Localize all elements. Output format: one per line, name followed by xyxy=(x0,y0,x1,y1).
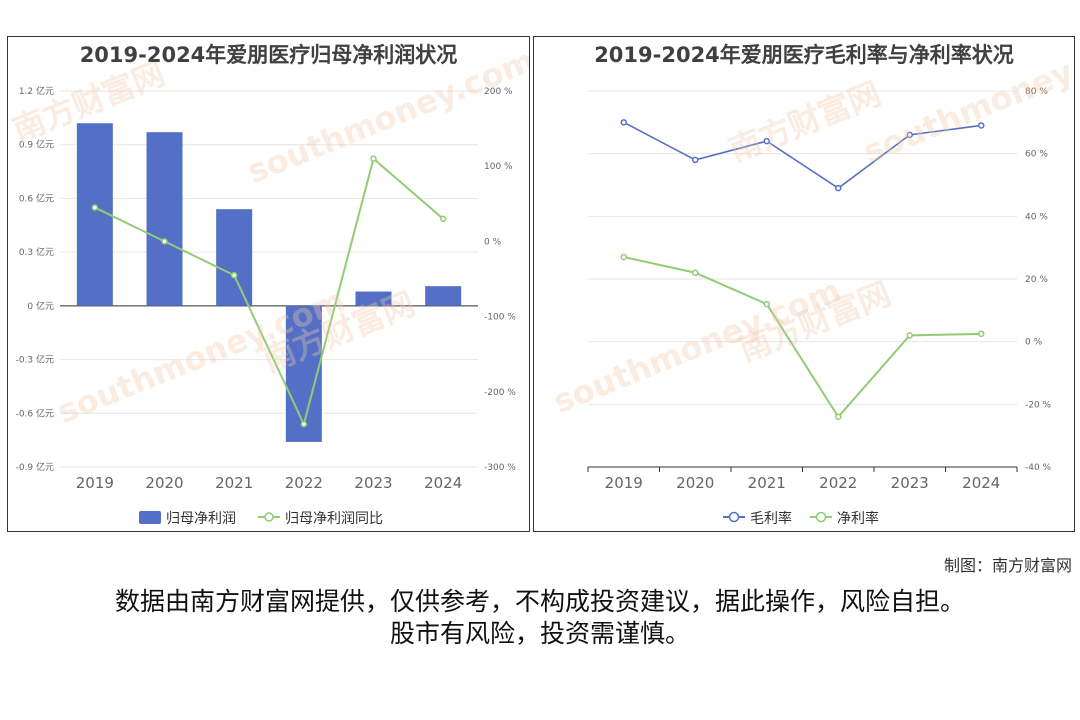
net-margin-point xyxy=(978,330,985,338)
x-axis-tick-label: 2020 xyxy=(676,474,714,492)
gross-margin-point xyxy=(906,131,913,139)
left-axis-tick-label: 0 亿元 xyxy=(27,300,54,312)
chart-credit: 制图：南方财富网 xyxy=(943,556,1072,575)
bar xyxy=(355,291,392,306)
right-chart-panel: 南方财富网 southmoney.com southmoney.com 南方财富… xyxy=(533,36,1075,532)
net-margin-line xyxy=(623,256,982,419)
net-margin-point xyxy=(692,269,699,276)
right-axis-tick-label: 80 % xyxy=(1025,87,1048,97)
left-axis-tick-label: 0.9 亿元 xyxy=(19,139,54,151)
yoy-point xyxy=(300,420,308,428)
bar xyxy=(146,132,183,306)
x-axis-tick-label: 2019 xyxy=(76,474,114,492)
right-axis-tick-label: 20 % xyxy=(1025,275,1048,285)
right-axis-tick-label: -20 % xyxy=(1025,400,1052,410)
x-axis-tick-label: 2023 xyxy=(354,474,392,492)
disclaimer-line-2: 股市有风险，投资需谨慎。 xyxy=(389,619,690,648)
right-axis-tick-label: 60 % xyxy=(1025,150,1048,160)
legend-label: 净利率 xyxy=(837,510,879,527)
yoy-point xyxy=(439,215,447,223)
x-axis-tick-label: 2021 xyxy=(748,474,786,492)
x-axis-tick-label: 2023 xyxy=(891,474,929,492)
x-axis-tick-label: 2021 xyxy=(215,474,253,492)
yoy-point xyxy=(91,204,99,211)
left-axis-tick-label: 1.2 亿元 xyxy=(19,85,54,97)
left-chart-svg: 1.2 亿元 0.9 亿元 0.6 亿元 0.3 亿元 0 亿元 -0.3 亿元 -0.6 … xyxy=(16,85,517,527)
x-axis-tick-label: 2020 xyxy=(145,474,183,492)
net-margin-point xyxy=(906,332,913,339)
gross-margin-point xyxy=(835,184,842,192)
left-chart-title: 2019-2024年爱朋医疗归母净利润状况 xyxy=(79,43,458,67)
x-axis-tick-label: 2019 xyxy=(605,474,643,492)
legend-line-marker xyxy=(728,511,740,523)
legend-bar-swatch xyxy=(139,511,161,524)
right-chart-svg: 80 % 60 % 40 % 20 % 0 % -20 % -40 % 2019 2020 202… xyxy=(587,87,1052,527)
gross-margin-point xyxy=(692,156,699,164)
right-axis-tick-label: -300 % xyxy=(484,463,516,473)
left-axis-tick-label: -0.9 亿元 xyxy=(16,461,54,473)
x-axis-tick-label: 2022 xyxy=(285,474,323,492)
gross-margin-point xyxy=(978,122,985,129)
bar xyxy=(285,305,322,442)
gross-margin-point xyxy=(763,137,770,145)
right-axis-tick-label: 0 % xyxy=(1025,338,1043,348)
disclaimer-line-1: 数据由南方财富网提供，仅供参考，不构成投资建议，据此操作，风险自担。 xyxy=(114,587,965,616)
left-axis-tick-label: 0.6 亿元 xyxy=(19,192,54,204)
right-axis-tick-label: 40 % xyxy=(1025,212,1048,222)
gross-margin-point xyxy=(620,119,627,126)
right-axis-tick-label: -100 % xyxy=(484,313,516,323)
right-axis-tick-label: -40 % xyxy=(1025,463,1052,473)
left-axis-tick-label: -0.3 亿元 xyxy=(16,354,54,366)
right-axis-tick-label: 0 % xyxy=(484,237,502,247)
yoy-point xyxy=(230,271,238,279)
net-margin-point xyxy=(835,413,842,421)
legend-line-marker xyxy=(264,512,274,522)
left-axis-tick-label: 0.3 亿元 xyxy=(19,246,54,258)
x-axis-tick-label: 2022 xyxy=(819,474,857,492)
yoy-line xyxy=(94,156,444,428)
legend-label: 归母净利润同比 xyxy=(285,510,383,527)
left-chart-panel: 南方财富网 southmoney.com southmoney.com 南方财富… xyxy=(7,36,530,532)
net-margin-point xyxy=(620,253,627,261)
bar xyxy=(425,286,462,306)
right-chart-title: 2019-2024年爱朋医疗毛利率与净利率状况 xyxy=(594,43,1014,67)
bar xyxy=(76,123,113,306)
yoy-point xyxy=(370,155,377,162)
right-axis-tick-label: 100 % xyxy=(484,162,513,172)
left-axis-tick-label: -0.6 亿元 xyxy=(16,407,54,419)
x-axis-tick-label: 2024 xyxy=(962,474,1000,492)
x-axis-tick-label: 2024 xyxy=(424,474,462,492)
bar xyxy=(216,209,253,306)
net-margin-point xyxy=(763,300,770,308)
legend-line-marker xyxy=(815,511,827,523)
gross-margin-line xyxy=(623,121,982,190)
legend-label: 归母净利润 xyxy=(166,510,236,527)
yoy-point xyxy=(161,238,168,245)
right-axis-tick-label: -200 % xyxy=(484,388,516,398)
right-axis-tick-label: 200 % xyxy=(484,87,513,97)
legend-label: 毛利率 xyxy=(750,510,792,527)
